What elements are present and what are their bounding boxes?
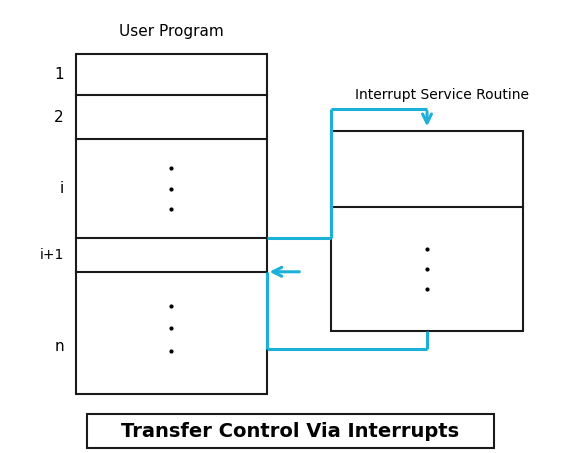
Text: n: n: [54, 339, 64, 354]
Bar: [87, 414, 494, 448]
Text: User Program: User Program: [119, 24, 224, 39]
Bar: [331, 131, 523, 331]
Bar: [76, 54, 267, 394]
Text: i: i: [60, 181, 64, 196]
Text: Interrupt Service Routine: Interrupt Service Routine: [355, 88, 529, 102]
Text: i+1: i+1: [40, 248, 64, 262]
Text: 2: 2: [54, 110, 64, 125]
Text: 1: 1: [54, 67, 64, 82]
Text: Transfer Control Via Interrupts: Transfer Control Via Interrupts: [121, 422, 460, 441]
